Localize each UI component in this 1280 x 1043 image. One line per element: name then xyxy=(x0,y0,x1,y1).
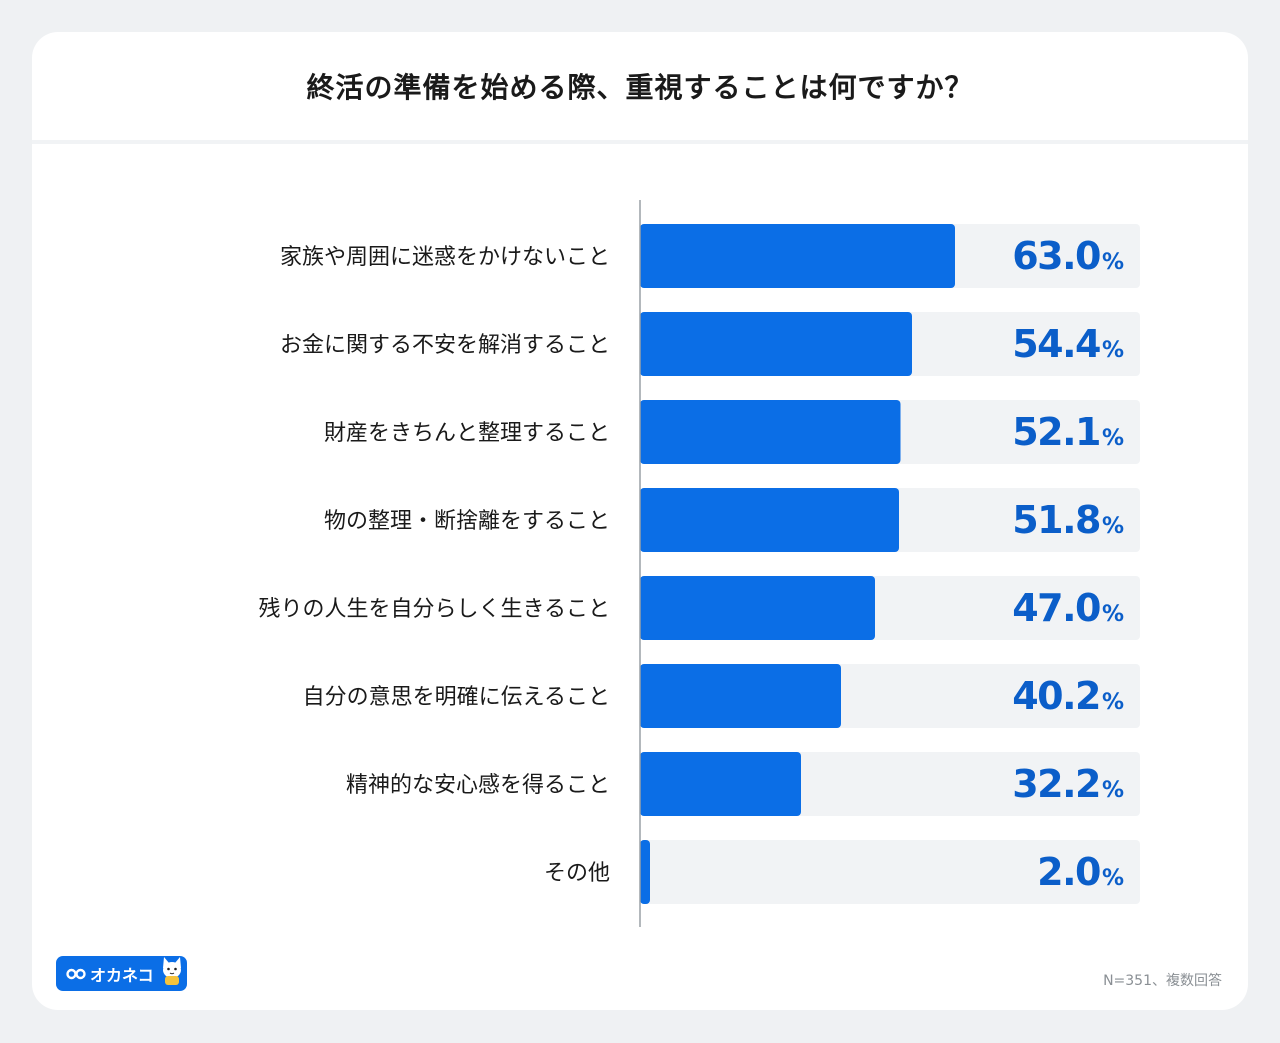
bar xyxy=(640,840,650,904)
category-label: お金に関する不安を解消すること xyxy=(280,333,610,358)
value-label: 47.0% xyxy=(1012,586,1124,630)
value-number: 51.8 xyxy=(1012,498,1100,542)
bar-row: 家族や周囲に迷惑をかけないこと 63.0% xyxy=(280,224,1140,288)
value-number: 52.1 xyxy=(1012,410,1100,454)
category-label: 精神的な安心感を得ること xyxy=(346,773,610,798)
chart-title: 終活の準備を始める際、重視することは何ですか？ xyxy=(306,71,974,104)
value-unit: % xyxy=(1102,778,1124,803)
value-number: 2.0 xyxy=(1037,850,1100,894)
bar xyxy=(640,400,901,464)
value-unit: % xyxy=(1102,866,1124,891)
chart-card: 終活の準備を始める際、重視することは何ですか？ 家族や周囲に迷惑をかけないこと 6… xyxy=(32,32,1248,1010)
bar-track xyxy=(640,840,1140,904)
bar-row: お金に関する不安を解消すること 54.4% xyxy=(280,312,1140,376)
bar xyxy=(640,312,912,376)
bar xyxy=(640,752,801,816)
category-label: その他 xyxy=(544,861,610,886)
bar-row: その他 2.0% xyxy=(544,840,1140,904)
bar-row: 自分の意思を明確に伝えること 40.2% xyxy=(303,664,1140,728)
bar xyxy=(640,488,899,552)
header-divider xyxy=(32,140,1248,144)
value-number: 40.2 xyxy=(1012,674,1100,718)
value-unit: % xyxy=(1102,338,1124,363)
bar-row: 物の整理・断捨離をすること 51.8% xyxy=(324,488,1140,552)
bar-row: 残りの人生を自分らしく生きること 47.0% xyxy=(258,576,1140,640)
value-number: 54.4 xyxy=(1012,322,1100,366)
value-label: 63.0% xyxy=(1012,234,1124,278)
bar-chart: 家族や周囲に迷惑をかけないこと 63.0% お金に関する不安を解消すること 54.4%… xyxy=(258,200,1140,927)
category-label: 物の整理・断捨離をすること xyxy=(324,509,610,534)
brand-name: オカネコ xyxy=(90,965,154,985)
category-label: 残りの人生を自分らしく生きること xyxy=(258,597,610,622)
value-unit: % xyxy=(1102,690,1124,715)
value-label: 52.1% xyxy=(1012,410,1124,454)
infinity-glasses-icon xyxy=(66,968,86,980)
category-label: 自分の意思を明確に伝えること xyxy=(303,685,610,710)
value-number: 32.2 xyxy=(1012,762,1100,806)
bar xyxy=(640,576,875,640)
brand-logo[interactable]: オカネコ xyxy=(56,956,187,991)
value-label: 54.4% xyxy=(1012,322,1124,366)
bar-row: 精神的な安心感を得ること 32.2% xyxy=(346,752,1140,816)
value-label: 40.2% xyxy=(1012,674,1124,718)
bar xyxy=(640,224,955,288)
value-number: 63.0 xyxy=(1012,234,1100,278)
value-label: 2.0% xyxy=(1037,850,1124,894)
footnote: N=351、複数回答 xyxy=(1103,973,1222,989)
bar-row: 財産をきちんと整理すること 52.1% xyxy=(324,400,1140,464)
value-label: 32.2% xyxy=(1012,762,1124,806)
value-unit: % xyxy=(1102,426,1124,451)
value-unit: % xyxy=(1102,250,1124,275)
cat-mascot-icon xyxy=(159,954,185,990)
bar xyxy=(640,664,841,728)
value-label: 51.8% xyxy=(1012,498,1124,542)
value-unit: % xyxy=(1102,602,1124,627)
value-unit: % xyxy=(1102,514,1124,539)
card-header: 終活の準備を始める際、重視することは何ですか？ xyxy=(32,32,1248,140)
value-number: 47.0 xyxy=(1012,586,1100,630)
category-label: 家族や周囲に迷惑をかけないこと xyxy=(280,245,610,270)
category-label: 財産をきちんと整理すること xyxy=(324,421,610,446)
